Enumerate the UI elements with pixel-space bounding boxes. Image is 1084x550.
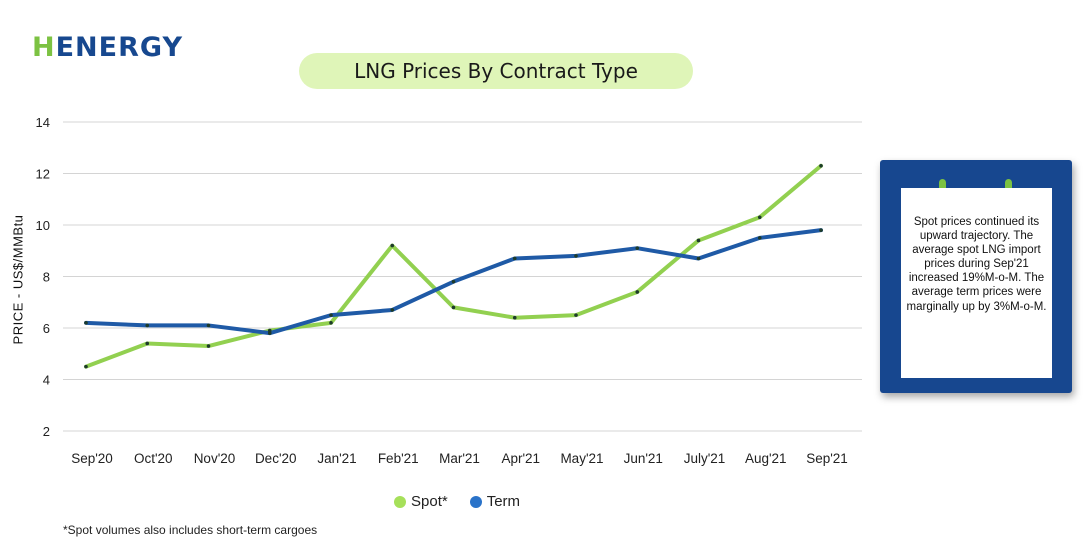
- chart-title: LNG Prices By Contract Type: [299, 53, 693, 89]
- term-point: [574, 254, 578, 258]
- x-tick-label: Jun'21: [624, 451, 663, 466]
- spot-point: [145, 341, 150, 346]
- term-point: [390, 308, 395, 312]
- spot-point: [390, 243, 395, 248]
- term-point: [206, 323, 211, 328]
- term-point: [635, 246, 640, 250]
- y-tick-label: 2: [43, 424, 50, 439]
- term-point: [267, 331, 272, 335]
- x-tick-label: Oct'20: [134, 451, 173, 466]
- x-tick-labels: Sep'20 Oct'20 Nov'20 Dec'20 Jan'21 Feb'21 Mar'…: [71, 451, 848, 466]
- x-tick-label: Nov'20: [194, 451, 236, 466]
- spot-point: [757, 215, 762, 220]
- term-point: [84, 321, 88, 325]
- spot-point: [574, 313, 578, 317]
- x-tick-label: Aug'21: [745, 451, 787, 466]
- x-tick-label: Sep'20: [71, 451, 113, 466]
- x-tick-label: July'21: [684, 451, 726, 466]
- y-tick-label: 12: [36, 167, 50, 182]
- y-tick-label: 4: [43, 373, 50, 388]
- footnote: *Spot volumes also includes short-term c…: [63, 523, 318, 537]
- series-lines: [84, 163, 823, 369]
- y-tick-label: 8: [43, 270, 50, 285]
- legend-item-spot: Spot*: [394, 493, 448, 510]
- logo-initial: H: [32, 32, 56, 63]
- legend-item-term: Term: [469, 493, 521, 510]
- legend-spot-marker: [394, 495, 406, 508]
- spot-point: [329, 321, 333, 325]
- y-tick-label: 14: [36, 115, 50, 130]
- spot-point: [206, 344, 211, 348]
- term-point: [512, 256, 517, 261]
- spot-point: [512, 315, 517, 320]
- y-tick-label: 10: [36, 218, 50, 233]
- spot-point: [451, 305, 456, 310]
- term-point: [145, 323, 150, 328]
- x-tick-label: Sep'21: [806, 451, 848, 466]
- legend-term-label: Term: [486, 493, 521, 510]
- spot-point: [635, 290, 640, 294]
- series-points: [84, 163, 823, 369]
- chart-title-text: LNG Prices By Contract Type: [354, 59, 638, 83]
- term-point: [819, 228, 823, 232]
- x-tick-label: Mar'21: [439, 451, 480, 466]
- y-tick-label: 6: [43, 321, 50, 336]
- series-line-spot: [84, 163, 823, 369]
- x-tick-label: May'21: [560, 451, 603, 466]
- legend-spot-label: Spot*: [411, 493, 448, 510]
- spot-point: [84, 364, 88, 369]
- term-point: [329, 313, 333, 317]
- spot-point: [819, 163, 823, 168]
- commentary-notepad: Spot prices continued its upward traject…: [880, 160, 1072, 393]
- x-tick-label: Feb'21: [378, 451, 419, 466]
- x-tick-label: Jan'21: [317, 451, 356, 466]
- x-tick-label: Apr'21: [501, 451, 540, 466]
- logo-text: ENERGY: [55, 32, 184, 63]
- x-tick-label: Dec'20: [255, 451, 297, 466]
- commentary-text: Spot prices continued its upward traject…: [901, 188, 1052, 378]
- term-point: [451, 279, 456, 284]
- y-tick-labels: 2 4 6 8 10 12 14: [36, 115, 50, 439]
- brand-logo: HENERGY: [32, 32, 183, 63]
- legend-term-marker: [469, 495, 482, 508]
- spot-point: [267, 328, 272, 333]
- chart-grid: [63, 121, 862, 432]
- chart-legend: Spot* Term: [394, 493, 520, 510]
- term-point: [696, 256, 701, 261]
- spot-point: [696, 238, 701, 243]
- term-point: [757, 236, 762, 240]
